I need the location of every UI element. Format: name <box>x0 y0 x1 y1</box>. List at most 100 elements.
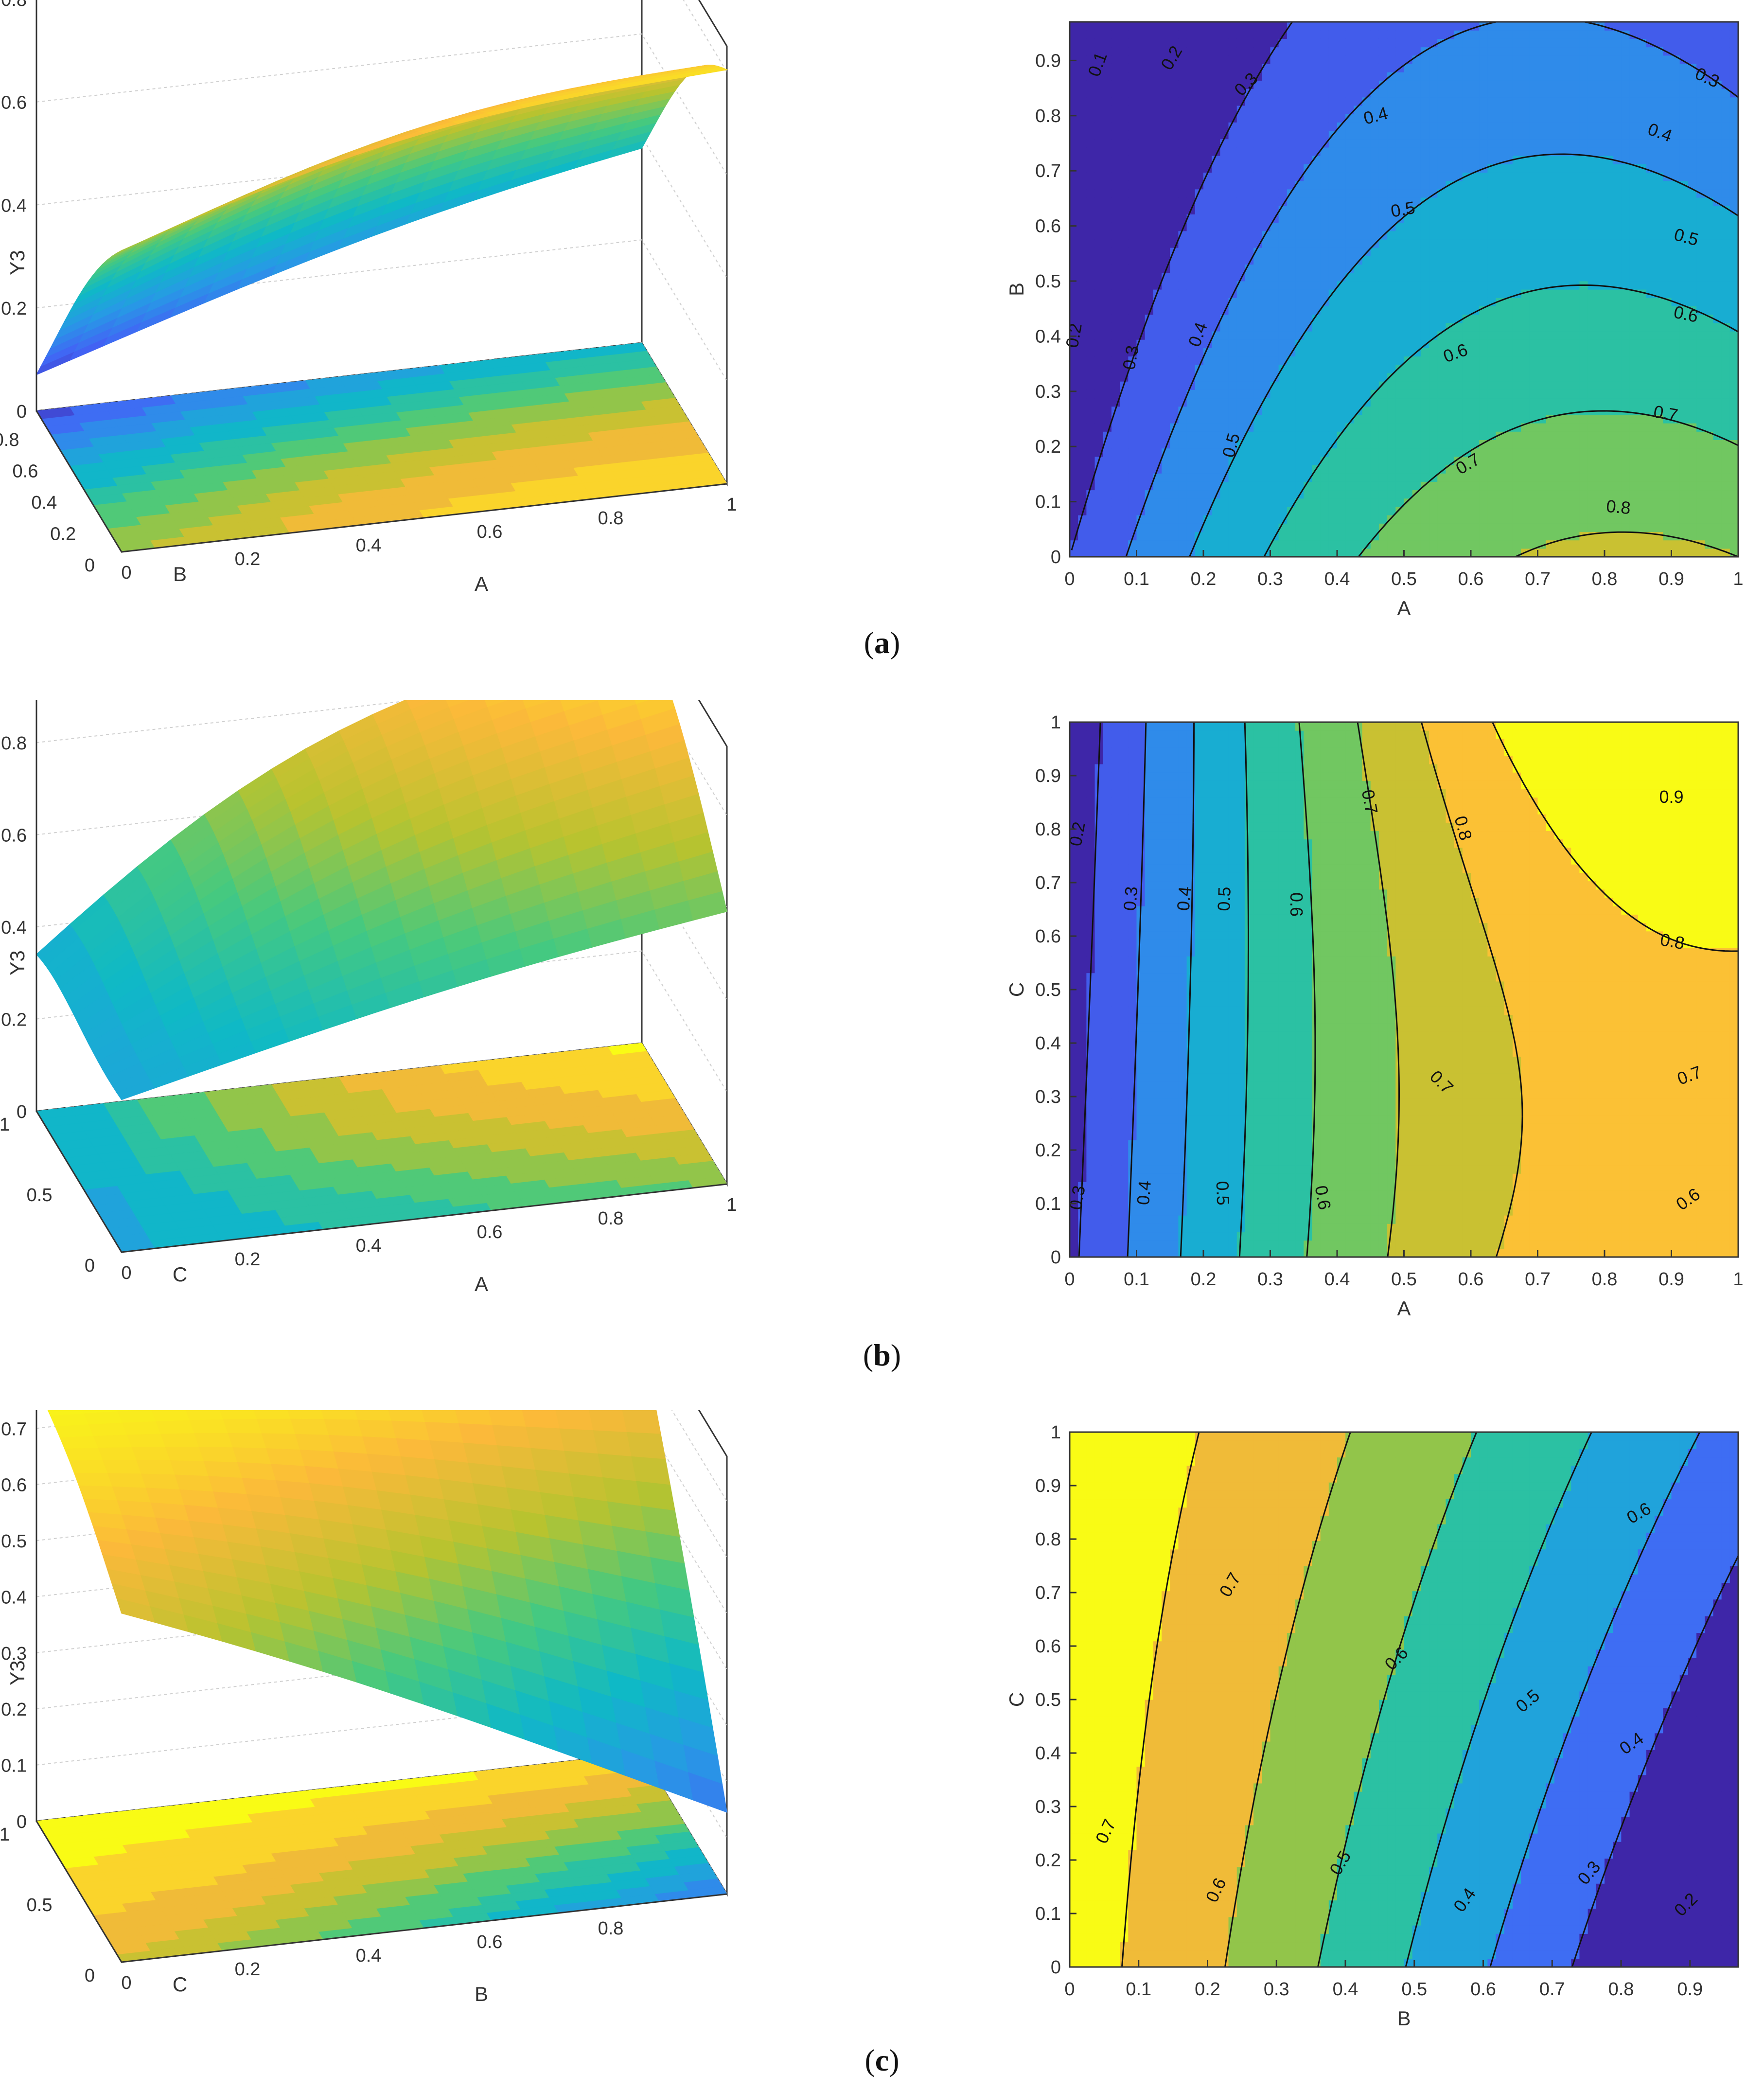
contour-fill-cell <box>1337 323 1346 332</box>
contour-fill-cell <box>1429 315 1438 323</box>
contour-fill-cell <box>1579 490 1588 499</box>
contour-fill-cell <box>1605 30 1613 39</box>
contour-fill-cell <box>1395 348 1404 356</box>
contour-fill-cell <box>1437 130 1446 139</box>
contour-fill-cell <box>1237 423 1246 432</box>
contour-fill-cell <box>1563 457 1571 465</box>
contour-fill-cell <box>1379 440 1388 448</box>
contour-fill-cell <box>1538 181 1547 190</box>
contour-fill-cell <box>1362 139 1371 148</box>
contour-fill-cell <box>1521 381 1530 390</box>
contour-fill-cell <box>1371 431 1379 440</box>
contour-fill-cell <box>1446 381 1454 390</box>
contour-fill-cell <box>1145 106 1154 114</box>
contour-fill-cell <box>1312 197 1321 206</box>
contour-fill-cell <box>1613 231 1622 240</box>
contour-fill-cell <box>1404 348 1413 356</box>
contour-fill-cell <box>1421 490 1429 499</box>
contour-fill-cell <box>1345 289 1354 298</box>
contour-fill-cell <box>1137 532 1146 540</box>
contour-fill-cell <box>1379 55 1388 64</box>
contour-fill-cell <box>1103 156 1112 164</box>
contour-fill-cell <box>1446 331 1454 340</box>
contour-fill-cell <box>1563 248 1571 256</box>
contour-fill-cell <box>1404 47 1413 56</box>
contour-fill-cell <box>1203 214 1212 223</box>
contour-fill-cell <box>1630 339 1639 348</box>
contour-fill-cell <box>1120 206 1129 214</box>
contour-fill-cell <box>1437 139 1446 148</box>
contour-fill-cell <box>1312 206 1321 214</box>
contour-fill-cell <box>1262 80 1270 89</box>
contour-fill-cell <box>1178 448 1187 457</box>
contour-fill-cell <box>1253 323 1262 332</box>
contour-fill-cell <box>1596 231 1605 240</box>
contour-fill-cell <box>1137 47 1146 56</box>
contour-fill-cell <box>1404 381 1413 390</box>
contour-fill-cell <box>1529 231 1538 240</box>
contour-fill-cell <box>1513 30 1521 39</box>
contour-fill-cell <box>1229 47 1237 56</box>
contour-fill-cell <box>1479 398 1488 407</box>
contour-fill-cell <box>1220 532 1229 540</box>
contour-fill-cell <box>1345 465 1354 474</box>
contour-fill-cell <box>1229 365 1237 373</box>
contour-fill-cell <box>1187 264 1196 273</box>
contour-fill-cell <box>1070 30 1078 39</box>
contour-fill-cell <box>1187 147 1196 156</box>
contour-fill-cell <box>1605 540 1613 549</box>
contour-fill-cell <box>1295 239 1304 248</box>
contour-fill-cell <box>1329 264 1338 273</box>
contour-fill-cell <box>1479 38 1488 47</box>
contour-fill-cell <box>1137 298 1146 306</box>
contour-fill-cell <box>1178 80 1187 89</box>
contour-fill-cell <box>1479 80 1488 89</box>
contour-fill-cell <box>1404 390 1413 398</box>
contour-fill-cell <box>1279 256 1288 265</box>
contour-fill-cell <box>1195 22 1204 31</box>
contour-fill-cell <box>1187 398 1196 407</box>
contour-fill-cell <box>1270 549 1279 557</box>
contour-fill-cell <box>1153 373 1162 382</box>
contour-fill-cell <box>1229 197 1237 206</box>
contour-fill-cell <box>1437 114 1446 123</box>
contour-fill-cell <box>1546 431 1555 440</box>
contour-fill-cell <box>1195 231 1204 240</box>
contour-fill-cell <box>1504 323 1513 332</box>
contour-fill-cell <box>1220 507 1229 515</box>
contour-fill-cell <box>1563 47 1571 56</box>
contour-fill-cell <box>1529 390 1538 398</box>
contour-fill-cell <box>1078 549 1087 557</box>
contour-fill-cell <box>1137 156 1146 164</box>
contour-fill-cell <box>1362 47 1371 56</box>
contour-fill-cell <box>1287 106 1296 114</box>
contour-fill-cell <box>1070 122 1078 131</box>
contour-fill-cell <box>1321 365 1329 373</box>
contour-fill-cell <box>1446 22 1454 31</box>
contour-fill-cell <box>1621 348 1630 356</box>
contour-fill-cell <box>1354 189 1362 198</box>
contour-fill-cell <box>1321 189 1329 198</box>
contour-fill-cell <box>1596 289 1605 298</box>
contour-fill-cell <box>1579 55 1588 64</box>
contour-fill-cell <box>1137 256 1146 265</box>
contour-fill-cell <box>1504 339 1513 348</box>
contour-fill-cell <box>1596 306 1605 315</box>
contour-fill-cell <box>1321 214 1329 223</box>
contour-fill-cell <box>1153 189 1162 198</box>
contour-fill-cell <box>1513 47 1521 56</box>
contour-fill-cell <box>1195 549 1204 557</box>
contour-fill-cell <box>1212 365 1220 373</box>
contour-fill-cell <box>1596 523 1605 532</box>
contour-fill-cell <box>1312 248 1321 256</box>
contour-fill-cell <box>1563 72 1571 81</box>
contour-fill-cell <box>1220 122 1229 131</box>
contour-fill-cell <box>1195 72 1204 81</box>
contour-fill-cell <box>1571 122 1580 131</box>
contour-fill-cell <box>1588 197 1597 206</box>
contour-fill-cell <box>1454 114 1463 123</box>
contour-fill-cell <box>1153 440 1162 448</box>
contour-fill-cell <box>1621 549 1630 557</box>
contour-fill-cell <box>1304 373 1312 382</box>
contour-fill-cell <box>1187 122 1196 131</box>
